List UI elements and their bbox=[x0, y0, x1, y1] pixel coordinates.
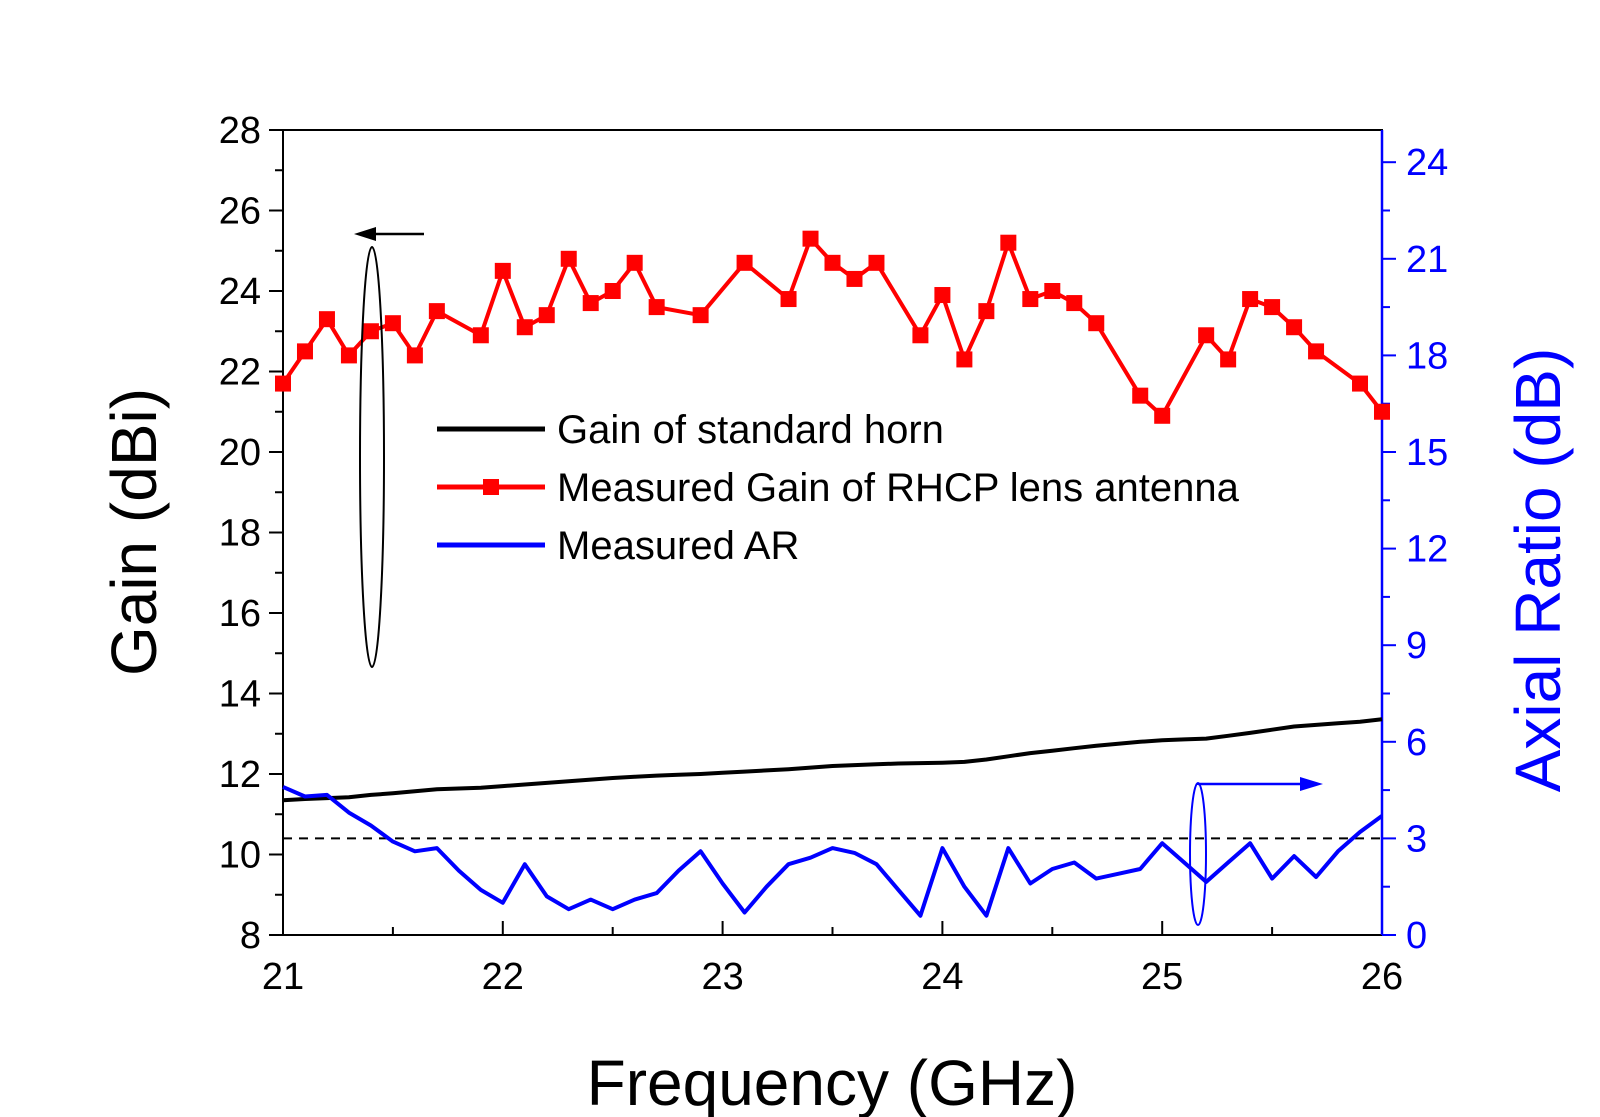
series-point-1 bbox=[1352, 375, 1369, 392]
legend-label-horn: Gain of standard horn bbox=[557, 408, 944, 452]
series-point-1 bbox=[824, 254, 841, 271]
y-left-tick-label: 16 bbox=[219, 593, 261, 635]
series-point-1 bbox=[428, 303, 445, 320]
y-right-tick-label: 15 bbox=[1406, 432, 1448, 474]
legend-label-ar: Measured AR bbox=[557, 524, 799, 568]
y-left-tick-label: 26 bbox=[219, 191, 261, 233]
series-point-1 bbox=[296, 343, 313, 360]
y-right-tick-label: 9 bbox=[1406, 625, 1427, 667]
x-tick-label: 24 bbox=[921, 956, 963, 998]
series-line-2 bbox=[282, 785, 1384, 918]
y-left-tick-label: 14 bbox=[219, 674, 261, 716]
series-point-1 bbox=[406, 347, 423, 364]
series-point-1 bbox=[736, 254, 753, 271]
series-point-1 bbox=[604, 283, 621, 299]
series-point-1 bbox=[1374, 403, 1390, 420]
right-series-ellipse bbox=[1189, 782, 1207, 926]
y-right-tick-label: 24 bbox=[1406, 142, 1448, 184]
ticks-layer: 21 22 23 24 25 26 8 10 12 14 16 18 20 22 24 26 28 0 3 6 9 12 1… bbox=[219, 110, 1449, 998]
x-tick-label: 26 bbox=[1361, 956, 1403, 998]
y-left-tick-label: 10 bbox=[219, 835, 261, 877]
series-point-1 bbox=[846, 270, 863, 287]
y-left-tick-label: 8 bbox=[240, 915, 261, 957]
series-point-1 bbox=[1308, 343, 1325, 360]
series-point-1 bbox=[626, 254, 643, 271]
series-point-1 bbox=[318, 311, 335, 328]
legend-label-rhcp: Measured Gain of RHCP lens antenna bbox=[557, 466, 1240, 510]
right-axis-arrow-head bbox=[1300, 777, 1323, 791]
y-right-tick-label: 6 bbox=[1406, 722, 1427, 764]
annotation-right-group bbox=[1189, 777, 1323, 926]
x-tick-label: 23 bbox=[701, 956, 743, 998]
series-point-1 bbox=[1066, 295, 1083, 312]
y-left-tick-label: 12 bbox=[219, 754, 261, 796]
series-point-1 bbox=[956, 351, 973, 368]
left-series-ellipse bbox=[359, 246, 385, 668]
series-point-1 bbox=[1242, 291, 1259, 308]
series-point-1 bbox=[1154, 407, 1171, 424]
y-right-tick-label: 0 bbox=[1406, 915, 1427, 957]
y-right-tick-label: 21 bbox=[1406, 239, 1448, 281]
y-right-tick-label: 3 bbox=[1406, 818, 1427, 860]
left-axis-arrow-head bbox=[354, 227, 376, 241]
series-point-1 bbox=[1000, 234, 1017, 251]
series-point-1 bbox=[648, 299, 665, 316]
series-point-1 bbox=[362, 323, 379, 340]
series-point-1 bbox=[780, 291, 797, 308]
series-point-1 bbox=[560, 250, 577, 267]
series-point-1 bbox=[275, 375, 291, 392]
series-point-1 bbox=[472, 327, 489, 344]
y-left-tick-label: 28 bbox=[219, 110, 261, 152]
x-axis-title: Frequency (GHz) bbox=[587, 1047, 1078, 1117]
y-left-tick-label: 18 bbox=[219, 513, 261, 555]
series-point-1 bbox=[516, 319, 533, 336]
x-tick-label: 25 bbox=[1141, 956, 1183, 998]
series-point-1 bbox=[1198, 327, 1215, 344]
y-right-tick-label: 12 bbox=[1406, 529, 1448, 571]
series-point-1 bbox=[1022, 291, 1039, 308]
y-left-tick-label: 22 bbox=[219, 352, 261, 394]
series-point-1 bbox=[802, 230, 819, 247]
series-point-1 bbox=[538, 307, 555, 324]
series-point-1 bbox=[868, 254, 885, 271]
series-point-1 bbox=[912, 327, 929, 344]
legend: Gain of standard horn Measured Gain of R… bbox=[437, 408, 1240, 568]
annotation-left-group bbox=[354, 227, 424, 668]
y-right-tick-label: 18 bbox=[1406, 335, 1448, 377]
series-point-1 bbox=[692, 307, 709, 324]
x-tick-label: 22 bbox=[482, 956, 524, 998]
series-layer bbox=[275, 230, 1390, 918]
series-point-1 bbox=[978, 303, 995, 320]
series-point-1 bbox=[1286, 319, 1303, 336]
series-point-1 bbox=[1264, 299, 1281, 316]
y-left-tick-label: 24 bbox=[219, 271, 261, 313]
plot-frame bbox=[282, 129, 1383, 936]
x-tick-label: 21 bbox=[262, 956, 304, 998]
series-point-1 bbox=[1088, 315, 1105, 332]
series-point-1 bbox=[1044, 283, 1061, 299]
series-point-1 bbox=[340, 347, 357, 364]
series-point-1 bbox=[934, 287, 951, 304]
series-point-1 bbox=[384, 315, 401, 332]
series-point-1 bbox=[1220, 351, 1237, 368]
y-axis-right-title: Axial Ratio (dB) bbox=[1502, 348, 1574, 793]
legend-marker-rhcp bbox=[483, 479, 499, 495]
series-point-1 bbox=[582, 295, 599, 312]
series-point-1 bbox=[494, 262, 511, 279]
series-point-1 bbox=[1132, 387, 1149, 404]
series-line-0 bbox=[282, 717, 1383, 803]
y-axis-left-title: Gain (dBi) bbox=[98, 388, 170, 676]
y-left-tick-label: 20 bbox=[219, 432, 261, 474]
